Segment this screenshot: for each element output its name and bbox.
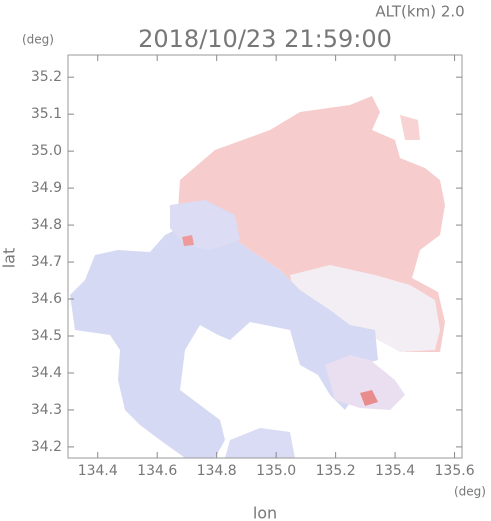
annotation: ALT(km) 2.0 xyxy=(375,3,464,21)
x-tick-label: 134.8 xyxy=(197,463,237,479)
y-tick-label: 35.0 xyxy=(31,143,62,159)
x-unit: (deg) xyxy=(454,485,486,499)
x-tick-label: 134.4 xyxy=(78,463,118,479)
y-axis-label: lat xyxy=(0,248,19,269)
y-tick-label: 35.1 xyxy=(31,106,62,122)
radar-echo xyxy=(70,96,445,458)
y-tick-label: 34.7 xyxy=(31,254,62,270)
y-tick-label: 34.8 xyxy=(31,217,62,233)
y-tick-label: 34.2 xyxy=(31,439,62,455)
y-tick-label: 34.9 xyxy=(31,180,62,196)
x-tick-label: 135.0 xyxy=(256,463,296,479)
y-tick-label: 34.4 xyxy=(31,365,62,381)
x-tick-label: 134.6 xyxy=(137,463,177,479)
y-tick-label: 34.6 xyxy=(31,291,62,307)
y-tick-label: 35.2 xyxy=(31,69,62,85)
x-tick-label: 135.6 xyxy=(435,463,475,479)
y-unit: (deg) xyxy=(22,33,54,47)
y-tick-label: 34.5 xyxy=(31,328,62,344)
x-tick-label: 135.2 xyxy=(316,463,356,479)
y-tick-label: 34.3 xyxy=(31,402,62,418)
plot-frame xyxy=(67,54,463,459)
x-axis-label: lon xyxy=(253,504,277,521)
x-tick-label: 135.4 xyxy=(375,463,415,479)
chart-title: 2018/10/23 21:59:00 xyxy=(138,25,392,53)
